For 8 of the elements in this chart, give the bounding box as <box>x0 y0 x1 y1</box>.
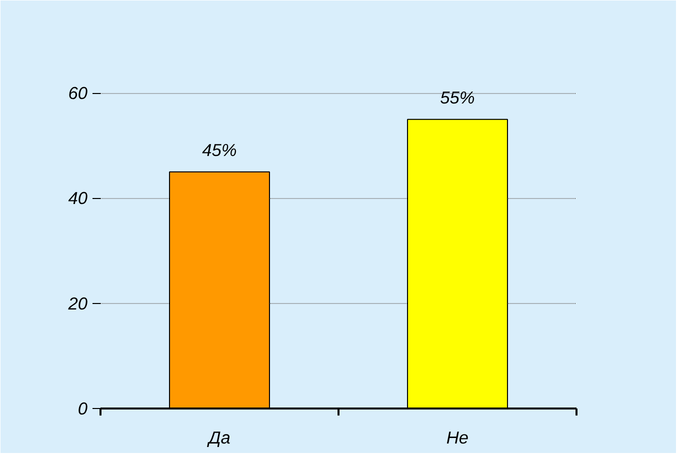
data-label: 45% <box>202 140 237 160</box>
y-tick-label: 60 <box>68 83 88 104</box>
x-tick-label: Да <box>206 428 231 448</box>
x-tick-label: Не <box>446 428 469 448</box>
data-label: 55% <box>440 87 475 108</box>
y-tick-label: 20 <box>67 293 88 314</box>
y-tick-label: 40 <box>68 188 88 208</box>
y-tick-label: 0 <box>78 398 88 418</box>
